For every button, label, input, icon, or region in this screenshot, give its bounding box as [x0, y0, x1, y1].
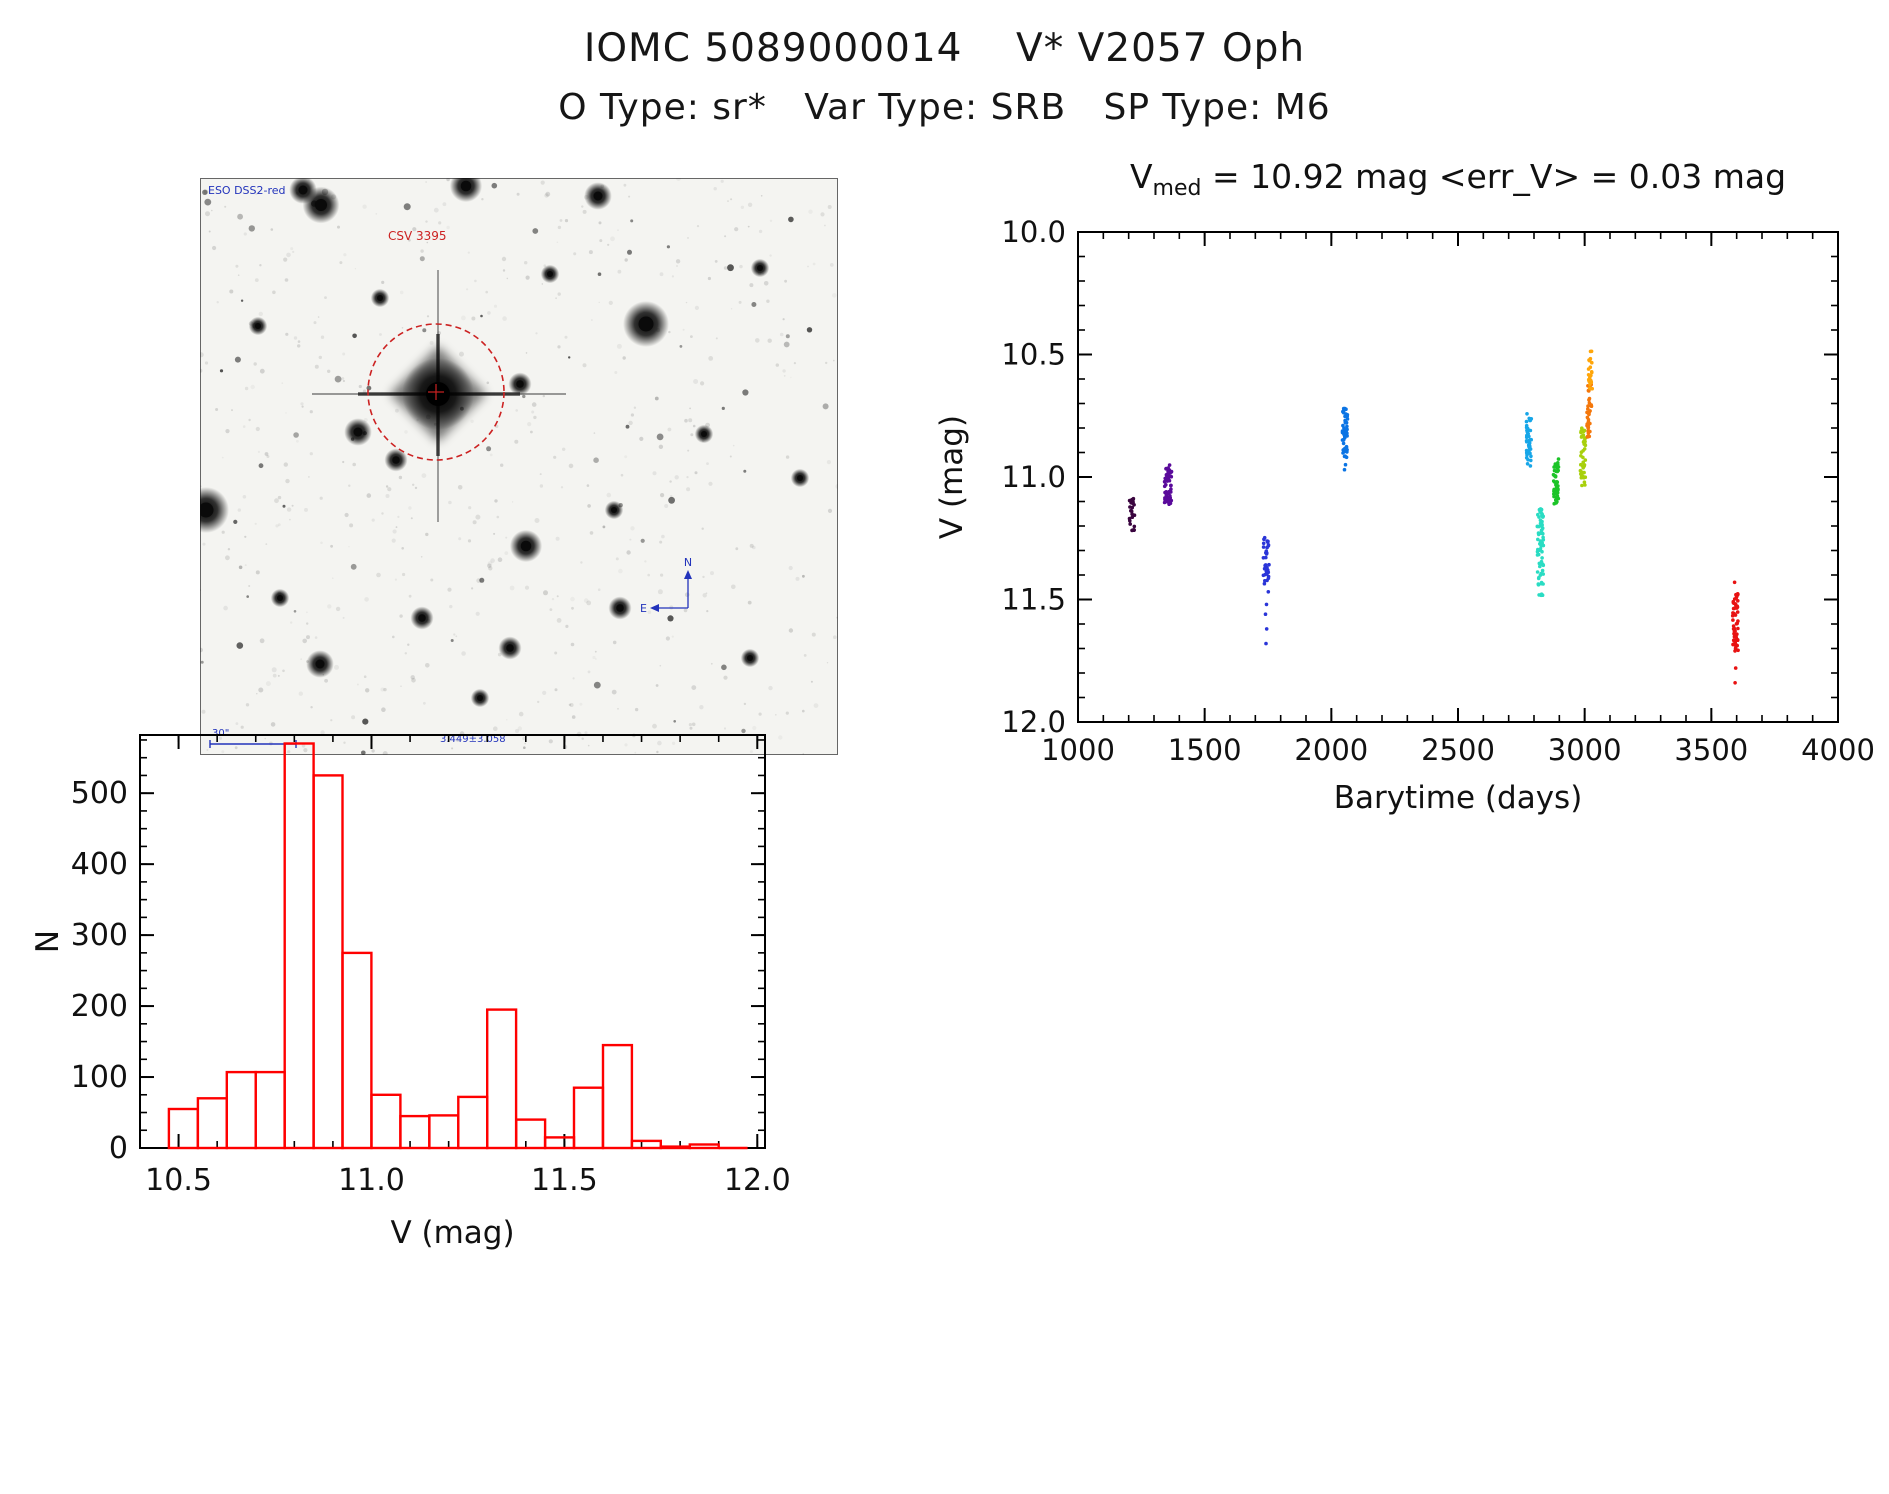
header: IOMC 5089000014 V* V2057 Oph O Type: sr*…	[0, 0, 1889, 128]
coordinates-label: 3.449±3.058	[440, 734, 506, 745]
x-tick-label: 11.5	[531, 1163, 598, 1198]
y-tick-label: 200	[71, 989, 128, 1024]
histogram-panel: 10.5 11.0 11.5 12.0 0 100 200 300 400 500 V (mag) N	[20, 700, 840, 1280]
x-tick-label: 1500	[1168, 733, 1242, 767]
y-axis-label: N	[30, 930, 66, 953]
x-tick-label: 4000	[1801, 733, 1875, 767]
x-tick-label: 11.0	[338, 1163, 405, 1198]
star-field	[200, 178, 838, 755]
x-tick-label: 3500	[1674, 733, 1748, 767]
histogram-bars	[167, 742, 748, 1150]
y-tick-label: 11.5	[1001, 583, 1066, 617]
x-axis-label: Barytime (days)	[1334, 780, 1583, 816]
light-curve-panel: 1000 1500 2000 2500 3000 3500 4000 10.0 10.5 11.0…	[930, 140, 1880, 840]
x-tick-label: 12.0	[724, 1163, 791, 1198]
source-circle-marker	[367, 323, 505, 461]
object-label: CSV 3395	[388, 229, 447, 243]
finding-chart-panel: ESO DSS2-red CSV 3395 30" 3.449±3.058 N E	[200, 178, 838, 755]
light-curve-points	[1127, 349, 1740, 685]
finding-chart-frame	[200, 178, 838, 755]
light-curve-svg: 1000 1500 2000 2500 3000 3500 4000 10.0 10.5 11.0…	[934, 157, 1875, 816]
y-tick-label: 400	[71, 847, 128, 882]
y-tick-label: 10.0	[1001, 215, 1066, 249]
y-tick-label: 0	[109, 1131, 128, 1166]
x-tick-label: 10.5	[145, 1163, 212, 1198]
light-curve-title: Vmed = 10.92 mag <err_V> = 0.03 mag	[1130, 157, 1786, 201]
histogram-svg: 10.5 11.0 11.5 12.0 0 100 200 300 400 500 V (mag) N	[30, 734, 791, 1251]
y-tick-label: 12.0	[1001, 705, 1066, 739]
y-tick-label: 10.5	[1001, 338, 1066, 372]
y-tick-label: 11.0	[1001, 460, 1066, 494]
scale-label: 30"	[212, 728, 229, 739]
x-tick-label: 2000	[1294, 733, 1368, 767]
y-tick-label: 500	[71, 776, 128, 811]
x-tick-label: 3000	[1548, 733, 1622, 767]
compass: NE	[640, 556, 692, 615]
histogram-axes: 10.5 11.0 11.5 12.0 0 100 200 300 400 500	[71, 734, 791, 1198]
y-axis-label: V (mag)	[934, 415, 970, 539]
y-tick-label: 300	[71, 918, 128, 953]
y-tick-label: 100	[71, 1060, 128, 1095]
light-curve-axes: 1000 1500 2000 2500 3000 3500 4000 10.0 10.5 11.0…	[1001, 215, 1874, 767]
page-title: IOMC 5089000014 V* V2057 Oph	[583, 26, 1306, 71]
compass-east-label: E	[640, 602, 647, 615]
survey-label: ESO DSS2-red	[208, 184, 286, 197]
x-axis-label: V (mag)	[390, 1215, 514, 1251]
central-star	[312, 270, 566, 522]
page-subtitle: O Type: sr* Var Type: SRB SP Type: M6	[558, 87, 1331, 128]
x-tick-label: 1000	[1041, 733, 1115, 767]
x-tick-label: 2500	[1421, 733, 1495, 767]
compass-north-label: N	[684, 556, 692, 569]
